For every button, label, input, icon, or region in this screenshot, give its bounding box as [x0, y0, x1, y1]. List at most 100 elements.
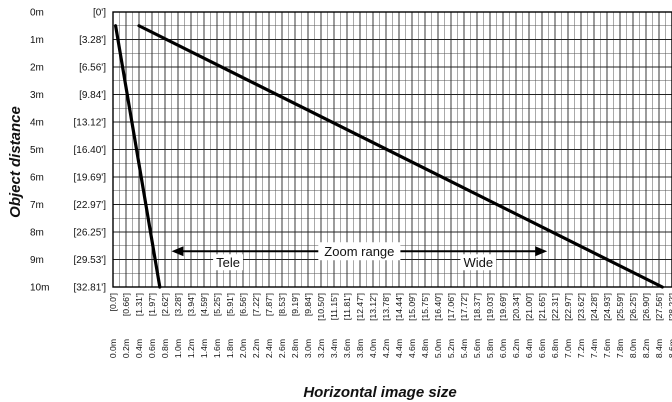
y-tick-label-feet: [19.69']: [74, 173, 107, 184]
y-axis-ticks: 0m [0'] 1m [3.28'] 2m [6.56'] 3m [9.84'] 4m [13.1…: [30, 8, 106, 294]
x-tick-label: 5.4m: [459, 339, 469, 358]
y-tick-label-feet: [29.53']: [74, 255, 107, 266]
x-tick-label-feet: [2.62']: [160, 293, 170, 316]
tele-line: [113, 24, 162, 289]
x-tick-label: 7.4m: [589, 339, 599, 358]
x-tick-label: 6.0m: [498, 339, 508, 358]
x-tick-label: 7.6m: [602, 339, 612, 358]
y-tick-label: 9m: [30, 255, 44, 266]
y-tick-label: 2m: [30, 63, 44, 74]
x-tick-label-feet: [9.84']: [303, 293, 313, 316]
x-tick-label: 3.2m: [316, 339, 326, 358]
x-tick-label: 1.6m: [212, 339, 222, 358]
zoom-range-label: Zoom range: [324, 244, 394, 259]
x-tick-label: 3.6m: [342, 339, 352, 358]
x-axis-ticks: [0.0'] 0.0m [0.66'] 0.2m [1.31'] 0.4m [1.97'] 0…: [108, 293, 672, 358]
x-tick-label-feet: [0.66']: [121, 293, 131, 316]
x-tick-label-feet: [14.44']: [394, 293, 404, 321]
x-tick-label: 6.6m: [537, 339, 547, 358]
x-tick-label: 4.2m: [381, 339, 391, 358]
x-tick-label: 1.4m: [199, 339, 209, 358]
y-tick-label: 6m: [30, 173, 44, 184]
zoom-range-annotation: Zoom range Tele Wide: [171, 242, 548, 271]
x-tick-label: 2.0m: [238, 339, 248, 358]
y-tick-label-feet: [6.56']: [79, 63, 106, 74]
x-tick-label-feet: [11.15']: [329, 293, 339, 320]
x-tick-label-feet: [17.06']: [446, 293, 456, 321]
x-tick-label-feet: [19.69']: [498, 293, 508, 321]
x-tick-label: 5.6m: [472, 339, 482, 358]
y-tick-label: 7m: [30, 200, 44, 211]
plot-frame: [112, 11, 672, 288]
x-tick-label-feet: [19.03']: [485, 293, 495, 321]
x-tick-label: 3.0m: [303, 339, 313, 358]
y-axis-title: Object distance: [7, 106, 24, 218]
y-tick-label: 0m: [30, 8, 44, 19]
x-tick-label: 1.2m: [186, 339, 196, 358]
zoom-range-label-bg: [318, 242, 401, 261]
y-tick-label: 3m: [30, 90, 44, 101]
x-tick-label-feet: [4.59']: [199, 293, 209, 316]
x-tick-label-feet: [0.0']: [108, 293, 118, 311]
x-tick-label: 6.8m: [550, 339, 560, 358]
x-tick-label-feet: [10.50']: [316, 293, 326, 321]
x-tick-label: 6.4m: [524, 339, 534, 358]
y-tick-label-feet: [26.25']: [74, 228, 107, 239]
x-tick-label: 3.8m: [355, 339, 365, 358]
x-tick-label-feet: [7.87']: [264, 293, 274, 316]
x-tick-label: 0.2m: [121, 339, 131, 358]
y-tick-label: 4m: [30, 118, 44, 129]
x-tick-label-feet: [20.34']: [511, 293, 521, 321]
x-tick-label: 3.4m: [329, 339, 339, 358]
x-tick-label-feet: [22.31']: [550, 293, 560, 321]
x-tick-label: 8.6m: [667, 339, 672, 358]
x-tick-label: 2.2m: [251, 339, 261, 358]
x-tick-label-feet: [26.90']: [641, 293, 651, 321]
x-tick-label: 0.0m: [108, 339, 118, 358]
x-tick-label-feet: [16.40']: [433, 293, 443, 321]
wide-line: [137, 24, 664, 289]
x-tick-label: 2.4m: [264, 339, 274, 358]
x-tick-label-feet: [23.62']: [576, 293, 586, 321]
y-tick-label: 5m: [30, 145, 44, 156]
x-tick-label-feet: [12.47']: [355, 293, 365, 321]
wide-label-bg: [460, 254, 497, 271]
x-tick-label-feet: [22.97']: [563, 293, 573, 321]
y-tick-label: 10m: [30, 283, 49, 294]
x-tick-label-feet: [26.25']: [628, 293, 638, 321]
x-tick-label-feet: [3.94']: [186, 293, 196, 316]
x-tick-label: 0.6m: [147, 339, 157, 358]
x-tick-label: 8.4m: [654, 339, 664, 358]
x-tick-label-feet: [13.12']: [368, 293, 378, 321]
x-tick-label-feet: [5.91']: [225, 293, 235, 316]
x-tick-label: 4.4m: [394, 339, 404, 358]
x-tick-label-feet: [11.81']: [342, 293, 352, 320]
x-tick-label-feet: [21.65']: [537, 293, 547, 321]
tele-label: Tele: [216, 255, 240, 270]
x-tick-label-feet: [8.53']: [277, 293, 287, 316]
y-tick-label-feet: [0']: [93, 8, 106, 19]
x-tick-label-feet: [13.78']: [381, 293, 391, 321]
arrowhead-right-icon: [535, 246, 548, 257]
x-tick-label: 4.6m: [407, 339, 417, 358]
x-tick-label: 4.0m: [368, 339, 378, 358]
x-tick-label: 5.0m: [433, 339, 443, 358]
x-tick-label: 1.8m: [225, 339, 235, 358]
y-tick-label: 1m: [30, 35, 44, 46]
x-tick-label-feet: [24.93']: [602, 293, 612, 321]
x-tick-label-feet: [3.28']: [173, 293, 183, 316]
x-tick-label-feet: [24.28']: [589, 293, 599, 321]
x-tick-label-feet: [5.25']: [212, 293, 222, 316]
x-tick-label-feet: [6.56']: [238, 293, 248, 316]
x-tick-label: 0.8m: [160, 339, 170, 358]
x-tick-label-feet: [27.56']: [654, 293, 664, 321]
x-tick-label-feet: [15.09']: [407, 293, 417, 321]
x-tick-label-feet: [28.22']: [667, 293, 672, 321]
x-tick-label-feet: [9.19']: [290, 293, 300, 316]
x-tick-label: 5.2m: [446, 339, 456, 358]
tele-label-bg: [213, 254, 243, 271]
x-tick-label: 2.8m: [290, 339, 300, 358]
x-tick-label-feet: [18.37']: [472, 293, 482, 321]
x-tick-label-feet: [21.00']: [524, 293, 534, 321]
y-tick-label-feet: [9.84']: [79, 90, 106, 101]
